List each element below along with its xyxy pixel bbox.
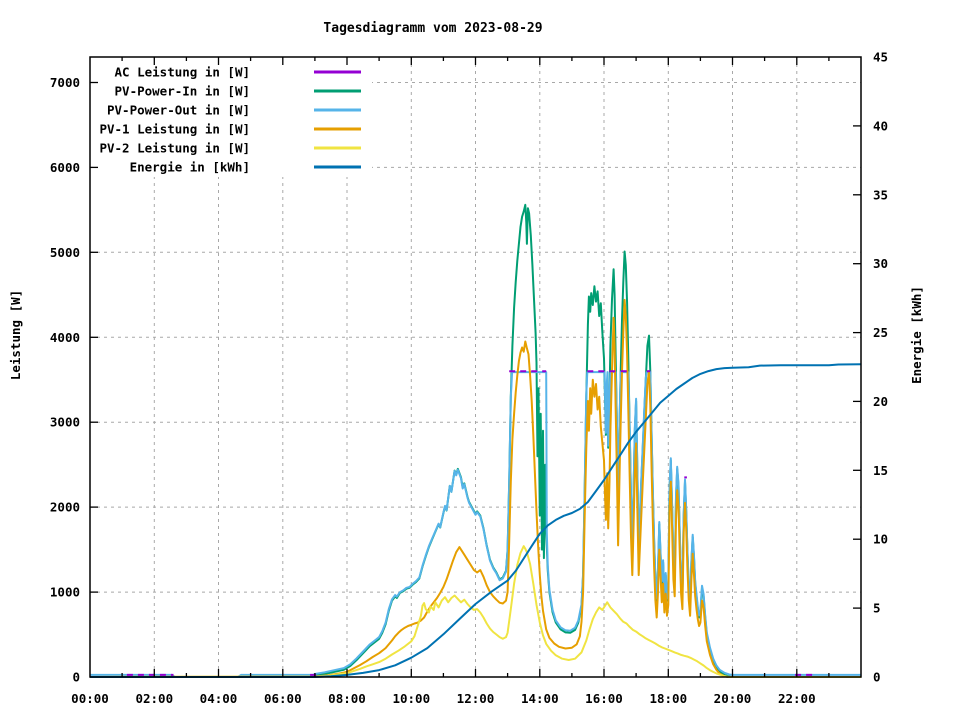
y-left-tick-label: 2000 xyxy=(50,500,80,515)
x-tick-label: 22:00 xyxy=(778,691,816,706)
legend-item-energie: Energie in [kWh] xyxy=(130,160,361,175)
legend-item-pv-power-out: PV-Power-Out in [W] xyxy=(107,103,361,118)
x-tick-label: 00:00 xyxy=(71,691,109,706)
legend-item-ac-leistung: AC Leistung in [W] xyxy=(115,65,361,80)
legend-label: PV-2 Leistung in [W] xyxy=(99,141,250,156)
y-left-axis-label: Leistung [W] xyxy=(8,290,23,380)
legend-label: AC Leistung in [W] xyxy=(115,65,250,80)
y-left-tick-label: 4000 xyxy=(50,330,80,345)
x-tick-label: 18:00 xyxy=(649,691,687,706)
y-right-tick-label: 35 xyxy=(873,187,888,202)
legend-item-pv-power-in: PV-Power-In in [W] xyxy=(115,84,361,99)
legend-item-pv-2-leistung: PV-2 Leistung in [W] xyxy=(99,141,361,156)
legend-item-pv-1-leistung: PV-1 Leistung in [W] xyxy=(99,122,361,137)
y-left-tick-label: 6000 xyxy=(50,160,80,175)
y-left-tick-label: 3000 xyxy=(50,415,80,430)
x-tick-label: 10:00 xyxy=(392,691,430,706)
x-tick-label: 02:00 xyxy=(135,691,173,706)
x-tick-label: 14:00 xyxy=(521,691,559,706)
x-tick-label: 06:00 xyxy=(264,691,302,706)
y-right-tick-label: 40 xyxy=(873,118,888,133)
y-left-tick-label: 0 xyxy=(72,670,80,685)
y-right-tick-label: 10 xyxy=(873,532,888,547)
legend-background xyxy=(95,60,372,177)
x-tick-label: 04:00 xyxy=(200,691,238,706)
y-right-tick-label: 0 xyxy=(873,670,881,685)
x-tick-label: 12:00 xyxy=(457,691,495,706)
x-tick-label: 16:00 xyxy=(585,691,623,706)
y-right-tick-label: 15 xyxy=(873,463,888,478)
y-right-tick-label: 30 xyxy=(873,256,888,271)
series-pv-2-leistung xyxy=(89,545,861,678)
y-left-tick-label: 5000 xyxy=(50,245,80,260)
y-right-tick-label: 20 xyxy=(873,394,888,409)
y-left-tick-label: 7000 xyxy=(50,75,80,90)
series-group xyxy=(89,203,862,678)
legend-label: PV-1 Leistung in [W] xyxy=(99,122,250,137)
y-right-tick-label: 45 xyxy=(873,50,888,65)
axis-ticks xyxy=(90,57,861,677)
legend-label: PV-Power-Out in [W] xyxy=(107,103,250,118)
legend: AC Leistung in [W] PV-Power-In in [W] PV-P… xyxy=(99,65,361,175)
axis-tick-labels: 00:00 02:00 04:00 06:00 08:00 10:00 12:00 14:00… xyxy=(50,50,888,707)
series-energie xyxy=(90,363,862,678)
y-right-axis-label: Energie [kWh] xyxy=(909,286,924,384)
x-tick-label: 08:00 xyxy=(328,691,366,706)
plot-area: 00:00 02:00 04:00 06:00 08:00 10:00 12:00 14:00… xyxy=(50,50,888,707)
y-left-tick-label: 1000 xyxy=(50,585,80,600)
series-pv-1-leistung xyxy=(89,298,861,678)
chart-title: Tagesdiagramm vom 2023-08-29 xyxy=(323,21,542,36)
y-right-tick-label: 25 xyxy=(873,325,888,340)
legend-label: PV-Power-In in [W] xyxy=(115,84,250,99)
legend-label: Energie in [kWh] xyxy=(130,160,250,175)
x-tick-label: 20:00 xyxy=(714,691,752,706)
y-right-tick-label: 5 xyxy=(873,601,881,616)
